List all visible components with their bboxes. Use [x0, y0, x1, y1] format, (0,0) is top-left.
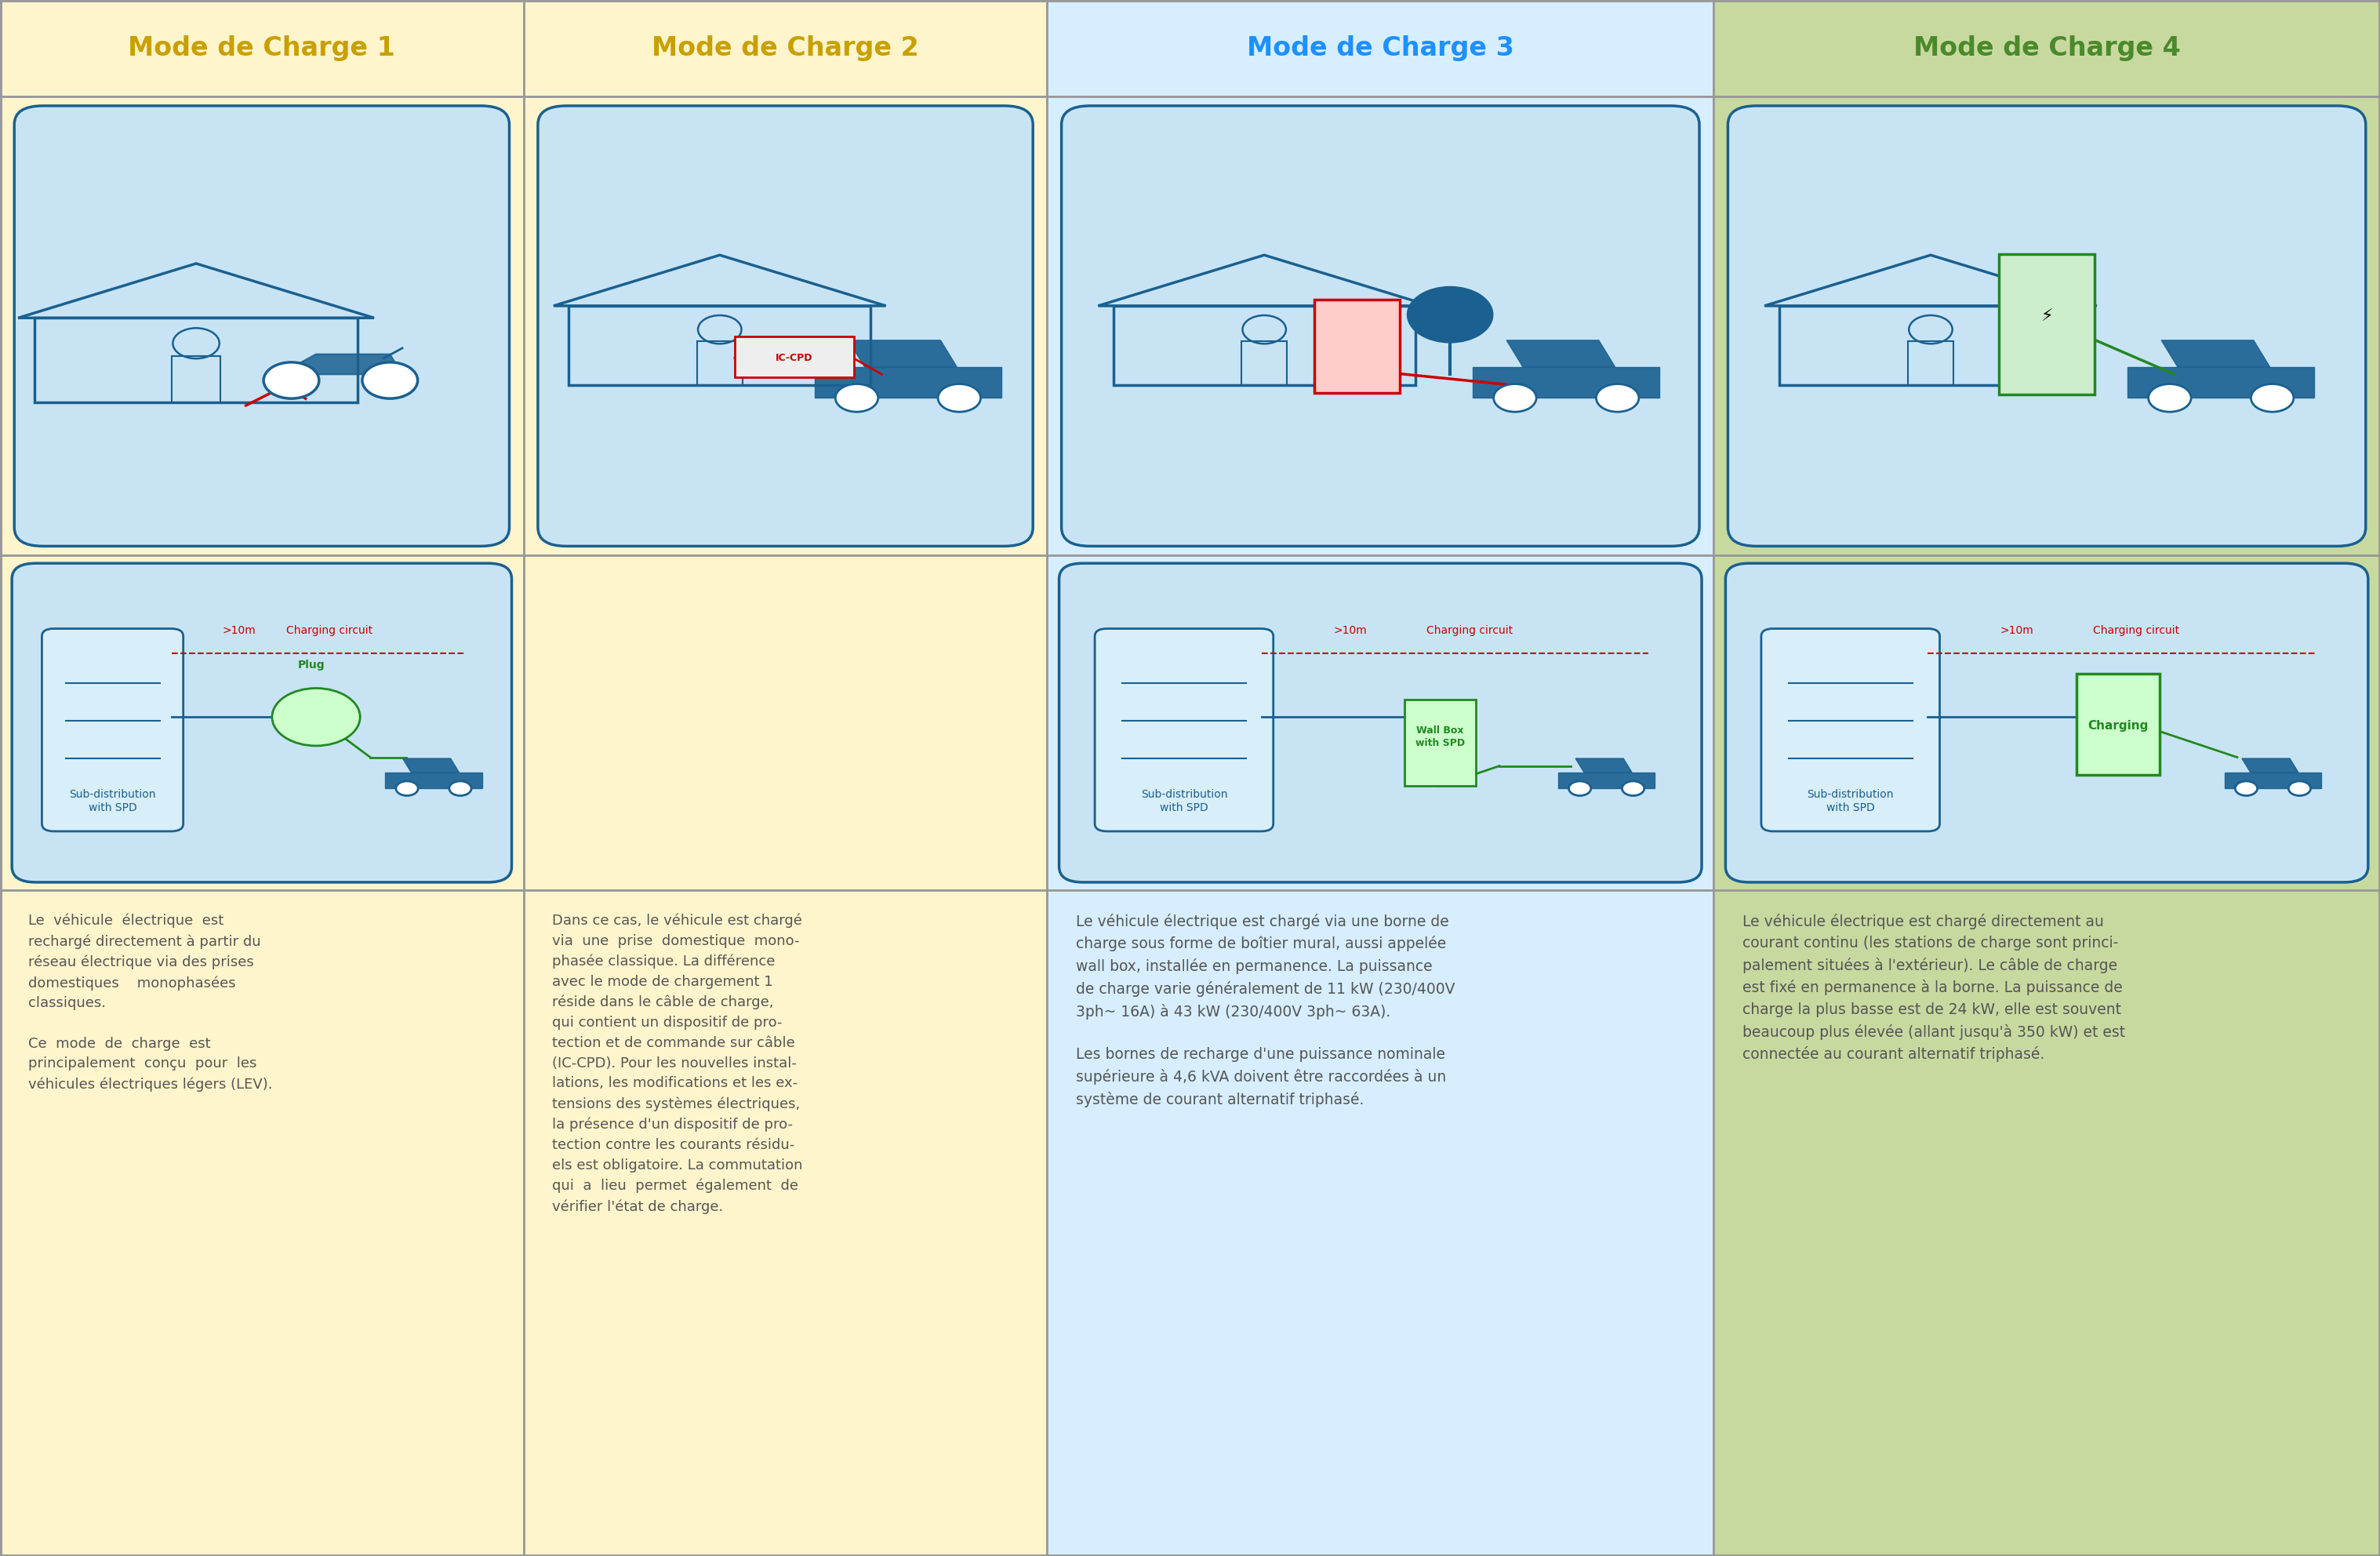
Circle shape — [1623, 781, 1645, 795]
Circle shape — [450, 781, 471, 795]
Bar — [1714, 96, 2380, 555]
Bar — [1047, 555, 1714, 890]
Text: >10m: >10m — [221, 626, 257, 636]
Bar — [171, 356, 221, 403]
Bar — [0, 890, 524, 1556]
Text: >10m: >10m — [1999, 626, 2035, 636]
Bar — [1314, 299, 1399, 392]
Polygon shape — [2128, 367, 2313, 398]
Bar — [524, 890, 1047, 1556]
Text: >10m: >10m — [1333, 626, 1368, 636]
Polygon shape — [2225, 772, 2320, 789]
Bar — [1999, 254, 2094, 394]
Text: Sub-distribution
with SPD: Sub-distribution with SPD — [1140, 789, 1228, 814]
Text: IC-CPD: IC-CPD — [776, 353, 814, 363]
Bar — [1047, 96, 1714, 555]
Bar — [524, 0, 1047, 96]
Bar — [1047, 0, 1714, 96]
Text: Charging: Charging — [2087, 720, 2149, 731]
FancyBboxPatch shape — [1061, 106, 1699, 546]
Circle shape — [1495, 384, 1537, 412]
Bar — [0, 96, 524, 555]
Circle shape — [1568, 781, 1590, 795]
Circle shape — [395, 781, 419, 795]
Bar — [2075, 674, 2161, 775]
Bar — [524, 96, 1047, 555]
Text: Le  véhicule  électrique  est
rechargé directement à partir du
réseau électrique: Le véhicule électrique est rechargé dire… — [29, 913, 274, 1092]
FancyBboxPatch shape — [1059, 563, 1702, 882]
Bar — [0, 555, 524, 890]
FancyBboxPatch shape — [1761, 629, 1940, 831]
Polygon shape — [402, 758, 459, 772]
Polygon shape — [1507, 341, 1616, 367]
Circle shape — [271, 688, 359, 745]
Circle shape — [938, 384, 981, 412]
Text: Sub-distribution
with SPD: Sub-distribution with SPD — [1806, 789, 1894, 814]
FancyBboxPatch shape — [14, 106, 509, 546]
Polygon shape — [847, 341, 957, 367]
Text: Sub-distribution
with SPD: Sub-distribution with SPD — [69, 789, 157, 814]
Text: Mode de Charge 2: Mode de Charge 2 — [652, 36, 919, 61]
Circle shape — [2235, 781, 2256, 795]
Polygon shape — [278, 355, 402, 375]
Circle shape — [1407, 286, 1492, 342]
Bar — [0, 0, 524, 96]
Bar — [697, 341, 743, 384]
Circle shape — [264, 363, 319, 398]
FancyBboxPatch shape — [1726, 563, 2368, 882]
Polygon shape — [1473, 367, 1659, 398]
Text: Mode de Charge 3: Mode de Charge 3 — [1247, 36, 1514, 61]
Text: Charging circuit: Charging circuit — [286, 626, 374, 636]
Text: Charging circuit: Charging circuit — [2092, 626, 2180, 636]
Circle shape — [362, 363, 416, 398]
Bar — [1242, 341, 1288, 384]
Text: Dans ce cas, le véhicule est chargé
via  une  prise  domestique  mono-
phasée cl: Dans ce cas, le véhicule est chargé via … — [552, 913, 802, 1214]
Bar — [1047, 890, 1714, 1556]
Text: Plug: Plug — [298, 660, 326, 671]
FancyBboxPatch shape — [1728, 106, 2366, 546]
Circle shape — [2149, 384, 2192, 412]
Circle shape — [2290, 781, 2311, 795]
Bar — [1714, 555, 2380, 890]
Polygon shape — [2242, 758, 2299, 772]
Circle shape — [1597, 384, 1640, 412]
Text: Wall Box
with SPD: Wall Box with SPD — [1416, 725, 1464, 748]
Text: Mode de Charge 1: Mode de Charge 1 — [129, 36, 395, 61]
Bar — [1714, 890, 2380, 1556]
Bar — [524, 555, 1047, 890]
Circle shape — [835, 384, 878, 412]
Bar — [1714, 0, 2380, 96]
Text: Mode de Charge 4: Mode de Charge 4 — [1914, 36, 2180, 61]
Bar — [1909, 341, 1954, 384]
FancyBboxPatch shape — [1095, 629, 1273, 831]
Bar — [735, 336, 854, 377]
Polygon shape — [386, 772, 483, 789]
Polygon shape — [1559, 772, 1654, 789]
FancyBboxPatch shape — [538, 106, 1033, 546]
Text: Charging circuit: Charging circuit — [1426, 626, 1514, 636]
Text: Le véhicule électrique est chargé via une borne de
charge sous forme de boîtier : Le véhicule électrique est chargé via un… — [1076, 913, 1454, 1108]
Polygon shape — [814, 367, 1002, 398]
Circle shape — [2251, 384, 2294, 412]
Bar — [1404, 700, 1476, 786]
Polygon shape — [1576, 758, 1633, 772]
Text: Le véhicule électrique est chargé directement au
courant continu (les stations d: Le véhicule électrique est chargé direct… — [1742, 913, 2125, 1063]
FancyBboxPatch shape — [43, 629, 183, 831]
Polygon shape — [2161, 341, 2271, 367]
FancyBboxPatch shape — [12, 563, 512, 882]
Text: ⚡: ⚡ — [2040, 308, 2054, 324]
